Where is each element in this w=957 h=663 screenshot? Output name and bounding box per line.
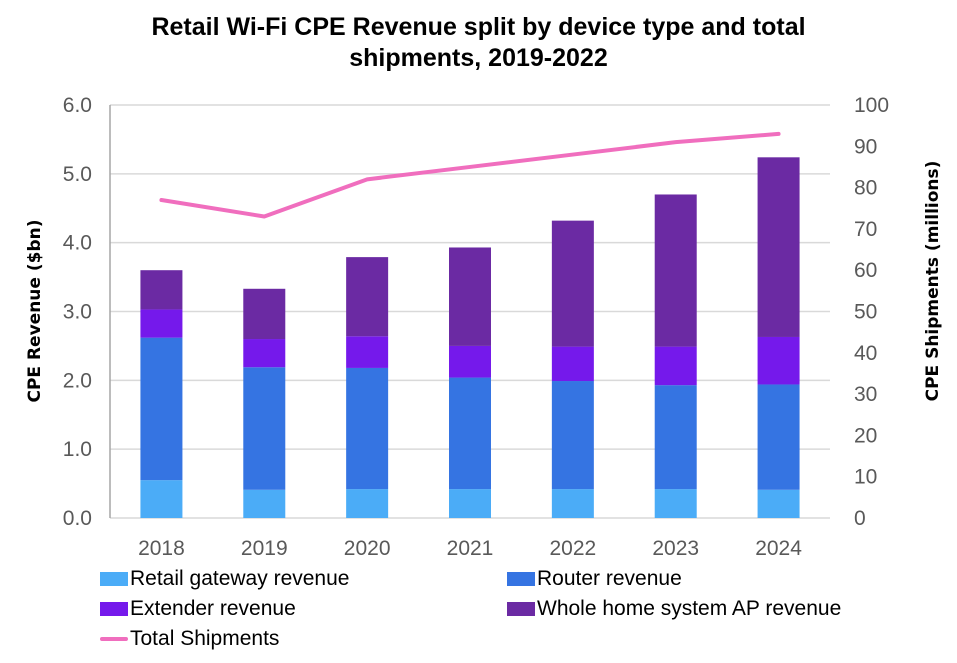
bar-retail-gateway-revenue-2020 — [346, 489, 389, 518]
bar-router-revenue-2019 — [243, 367, 286, 490]
shipments-line-group — [159, 131, 781, 219]
chart-title: Retail Wi-Fi CPE Revenue split by device… — [0, 12, 957, 74]
bar-whole-home-system-ap-revenue-2023 — [654, 194, 697, 347]
y-axis-title: CPE Revenue ($bn) — [25, 220, 45, 403]
bars — [140, 157, 800, 518]
x-tick-label: 2021 — [447, 537, 494, 560]
legend-swatch-retail-gateway — [100, 572, 128, 586]
y-tick-label: 1.0 — [63, 438, 92, 461]
chart-title-line-2: shipments, 2019-2022 — [349, 44, 608, 72]
legend-item-router[interactable]: Router revenue — [507, 567, 682, 591]
bar-extender-revenue-2018 — [140, 309, 183, 338]
bar-whole-home-system-ap-revenue-2021 — [449, 247, 491, 346]
bar-router-revenue-2024 — [757, 384, 800, 490]
x-tick-label: 2024 — [755, 537, 802, 560]
bar-extender-revenue-2022 — [551, 346, 594, 382]
bar-extender-revenue-2020 — [346, 336, 389, 368]
legend-label: Retail gateway revenue — [130, 567, 350, 590]
y2-tick-label: 0 — [854, 507, 866, 530]
y-tick-label: 5.0 — [63, 163, 92, 186]
bar-retail-gateway-revenue-2018 — [140, 480, 183, 518]
legend-swatch-total-shipments — [100, 637, 128, 641]
y2-tick-label: 60 — [854, 259, 877, 282]
y-tick-label: 0.0 — [63, 507, 92, 530]
bar-router-revenue-2021 — [449, 377, 491, 490]
y2-tick-label: 50 — [854, 301, 877, 324]
y2-tick-label: 100 — [854, 94, 889, 117]
legend-swatch-extender — [100, 602, 128, 616]
legend-item-whole-home[interactable]: Whole home system AP revenue — [507, 597, 841, 621]
bar-extender-revenue-2024 — [757, 336, 800, 385]
x-tick-label: 2020 — [344, 537, 391, 560]
bar-extender-revenue-2019 — [243, 339, 286, 368]
x-tick-label: 2023 — [652, 537, 699, 560]
x-tick-label: 2022 — [549, 537, 596, 560]
bar-retail-gateway-revenue-2019 — [243, 489, 286, 518]
y2-tick-label: 70 — [854, 218, 877, 241]
bar-router-revenue-2023 — [654, 385, 697, 490]
right-axis-ticks: 0 10 20 30 40 50 60 70 80 90 100 — [854, 94, 889, 530]
bar-whole-home-system-ap-revenue-2022 — [551, 220, 594, 347]
bar-whole-home-system-ap-revenue-2019 — [243, 288, 286, 340]
bar-whole-home-system-ap-revenue-2018 — [140, 270, 183, 310]
bar-router-revenue-2022 — [551, 381, 594, 490]
y2-tick-label: 80 — [854, 177, 877, 200]
y-tick-label: 4.0 — [63, 232, 92, 255]
left-axis-ticks: 0.0 1.0 2.0 3.0 4.0 5.0 6.0 — [63, 94, 92, 530]
y2-tick-label: 30 — [854, 383, 877, 406]
y2-tick-label: 10 — [854, 466, 877, 489]
legend-label: Total Shipments — [130, 627, 280, 650]
legend-label: Router revenue — [537, 567, 682, 590]
y-tick-label: 3.0 — [63, 301, 92, 324]
x-tick-label: 2018 — [138, 537, 185, 560]
chart-title-line-1: Retail Wi-Fi CPE Revenue split by device… — [151, 13, 806, 41]
bar-whole-home-system-ap-revenue-2024 — [757, 157, 800, 337]
legend-label: Extender revenue — [130, 597, 296, 620]
legend-label: Whole home system AP revenue — [537, 597, 842, 620]
bar-extender-revenue-2021 — [449, 345, 491, 378]
y2-tick-label: 40 — [854, 342, 877, 365]
y2-axis-title: CPE Shipments (millions) — [923, 161, 943, 402]
legend-item-extender[interactable]: Extender revenue — [100, 597, 296, 621]
bar-whole-home-system-ap-revenue-2020 — [346, 257, 389, 337]
bar-retail-gateway-revenue-2021 — [449, 489, 491, 518]
y2-tick-label: 20 — [854, 424, 877, 447]
bar-retail-gateway-revenue-2023 — [654, 489, 697, 518]
legend-item-retail-gateway[interactable]: Retail gateway revenue — [100, 567, 349, 591]
y2-tick-label: 90 — [854, 135, 877, 158]
legend-swatch-router — [507, 572, 535, 586]
bar-extender-revenue-2023 — [654, 346, 697, 386]
bar-retail-gateway-revenue-2024 — [757, 489, 800, 518]
legend-swatch-whole-home — [507, 602, 535, 616]
legend-item-total-shipments[interactable]: Total Shipments — [100, 627, 279, 651]
y-tick-label: 6.0 — [63, 94, 92, 117]
x-tick-label: 2019 — [241, 537, 288, 560]
y-tick-label: 2.0 — [63, 369, 92, 392]
bar-router-revenue-2020 — [346, 367, 389, 490]
bar-router-revenue-2018 — [140, 337, 183, 481]
x-axis-ticks: 2018 2019 2020 2021 2022 2023 2024 — [138, 537, 802, 560]
bar-retail-gateway-revenue-2022 — [551, 489, 594, 518]
